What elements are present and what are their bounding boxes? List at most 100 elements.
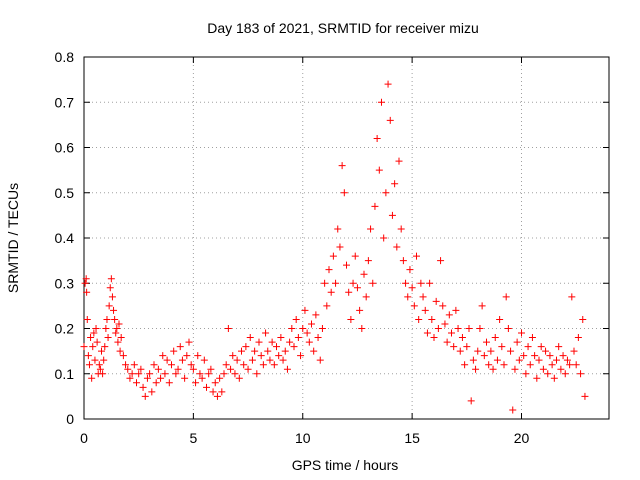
data-point — [99, 370, 107, 378]
data-point — [110, 306, 118, 314]
data-point — [399, 257, 407, 265]
data-point — [268, 338, 276, 346]
data-point — [96, 365, 104, 373]
data-point — [288, 325, 296, 332]
data-point — [430, 334, 438, 342]
data-point — [391, 180, 399, 188]
data-point — [238, 347, 245, 355]
data-point — [579, 315, 587, 323]
data-point — [185, 338, 193, 346]
data-point — [533, 374, 541, 382]
x-axis: 0 5 10 15 20 — [80, 57, 529, 446]
data-point — [205, 370, 213, 378]
data-point — [388, 211, 396, 219]
data-point — [82, 275, 90, 283]
data-point — [349, 279, 357, 287]
data-point — [308, 320, 315, 328]
data-point — [159, 352, 167, 360]
data-point — [426, 279, 434, 287]
data-points — [80, 80, 589, 414]
data-point — [402, 279, 410, 287]
data-point — [90, 329, 98, 337]
data-point — [450, 343, 458, 351]
y-tick-label: 0.5 — [55, 185, 75, 201]
data-point — [148, 388, 156, 396]
data-point — [546, 352, 554, 360]
data-point — [539, 365, 547, 373]
data-point — [485, 361, 493, 369]
data-point — [557, 365, 565, 373]
data-point — [316, 356, 324, 364]
data-point — [93, 338, 101, 346]
data-point — [196, 370, 204, 378]
data-point — [262, 329, 270, 337]
data-point — [85, 361, 93, 369]
data-point — [329, 252, 337, 260]
x-tick-label: 15 — [404, 430, 420, 446]
data-point — [467, 397, 475, 405]
data-point — [111, 315, 119, 323]
y-tick-label: 0.4 — [55, 230, 75, 246]
data-point — [415, 315, 423, 323]
y-axis: 0 0.1 0.2 0.3 0.4 0.5 0.6 0.7 0.8 — [55, 49, 609, 427]
data-point — [351, 252, 359, 260]
data-point — [98, 347, 105, 355]
data-point — [386, 116, 394, 124]
y-tick-label: 0.2 — [55, 321, 75, 337]
data-point — [553, 356, 560, 364]
y-tick-label: 0.3 — [55, 275, 75, 291]
data-point — [141, 392, 149, 400]
data-point — [213, 392, 221, 400]
data-point — [364, 257, 372, 265]
data-point — [574, 334, 582, 342]
data-point — [154, 365, 162, 373]
data-point — [507, 347, 515, 355]
data-point — [286, 338, 294, 346]
data-point — [336, 243, 344, 251]
data-point — [413, 252, 420, 260]
data-point — [297, 352, 305, 360]
y-tick-label: 0.1 — [55, 366, 75, 382]
data-point — [292, 315, 300, 323]
data-point — [548, 361, 556, 369]
data-point — [119, 352, 127, 360]
data-point — [283, 365, 291, 373]
data-point — [404, 293, 412, 301]
data-point — [229, 352, 237, 360]
data-point — [209, 388, 217, 396]
data-point — [231, 370, 239, 378]
data-point — [122, 361, 130, 369]
data-point — [106, 284, 114, 292]
data-point — [227, 365, 235, 373]
data-point — [264, 347, 272, 355]
data-point — [203, 383, 210, 391]
data-point — [375, 166, 383, 174]
data-point — [108, 293, 116, 301]
data-point — [518, 329, 525, 337]
data-point — [163, 356, 171, 364]
data-point — [251, 347, 259, 355]
data-point — [469, 356, 477, 364]
data-point — [513, 338, 521, 346]
data-point — [472, 365, 480, 373]
y-tick-label: 0 — [66, 411, 74, 427]
data-point — [235, 374, 243, 382]
data-point — [133, 379, 140, 387]
data-point — [183, 352, 191, 360]
data-point — [483, 338, 490, 346]
data-point — [463, 343, 471, 351]
data-point — [139, 383, 147, 391]
data-point — [465, 325, 473, 332]
data-point — [570, 347, 578, 355]
data-point — [242, 343, 250, 351]
data-point — [101, 343, 109, 351]
chart-title: Day 183 of 2021, SRMTID for receiver miz… — [207, 20, 479, 36]
data-point — [437, 257, 445, 265]
data-point — [124, 365, 132, 373]
data-point — [143, 374, 151, 382]
data-point — [281, 347, 289, 355]
data-point — [116, 347, 124, 355]
data-point — [332, 279, 340, 287]
data-point — [476, 325, 484, 332]
data-point — [314, 334, 322, 342]
